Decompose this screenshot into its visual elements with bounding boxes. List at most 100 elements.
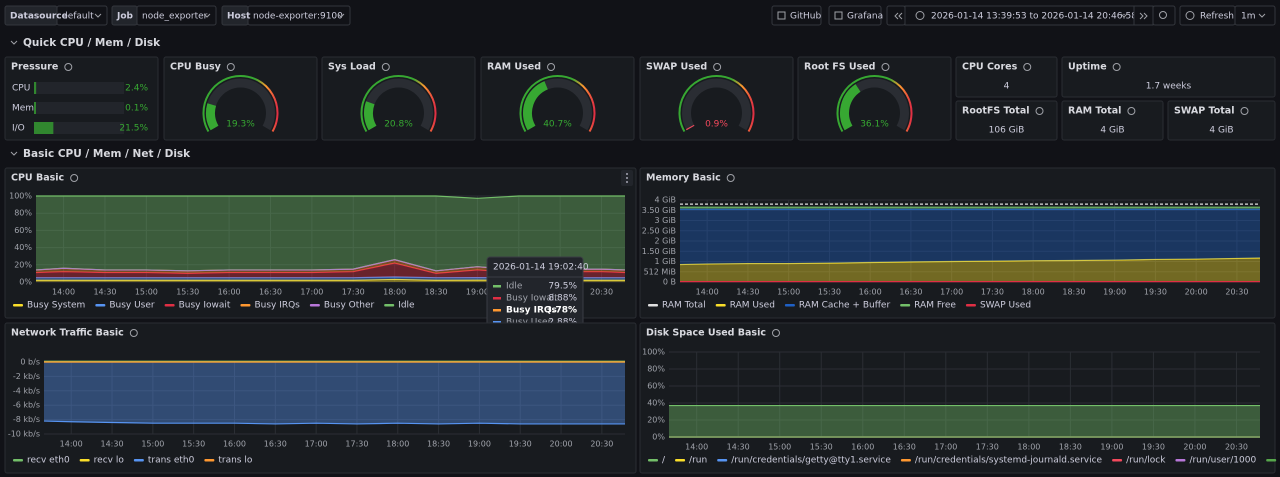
legend-swatch [675, 459, 685, 462]
legend-label[interactable]: /run/credentials/systemd-journald.servic… [915, 456, 1103, 466]
legend-label[interactable]: recv lo [94, 456, 125, 466]
pressure-bar [34, 82, 36, 94]
y-tick-label: 4 GiB [654, 196, 676, 205]
y-tick-label: 40% [647, 399, 665, 408]
panel-title: CPU Basic [11, 173, 64, 184]
panel-title: Sys Load [328, 62, 376, 73]
row-title[interactable]: Basic CPU / Mem / Net / Disk [23, 148, 191, 160]
y-tick-label: 1 GiB [654, 257, 676, 266]
y-tick-label: -2 kb/s [13, 372, 40, 381]
y-tick-label: 512 MiB [644, 267, 676, 276]
x-tick-label: 15:30 [810, 443, 833, 452]
y-tick-label: 80% [647, 365, 665, 374]
y-tick-label: -10 kb/s [8, 430, 40, 439]
legend-label[interactable]: /run/lock [1126, 456, 1166, 466]
y-tick-label: 1.50 GiB [642, 247, 676, 256]
legend-swatch [648, 459, 658, 462]
x-tick-label: 17:00 [934, 443, 957, 452]
legend-label[interactable]: Busy User [109, 301, 155, 311]
row-title[interactable]: Quick CPU / Mem / Disk [23, 37, 161, 49]
y-tick-label: 0 b/s [20, 358, 40, 367]
legend-label[interactable]: RAM Total [662, 301, 706, 311]
pressure-label: I/O [12, 124, 25, 134]
legend-swatch [204, 459, 214, 462]
x-tick-label: 15:30 [182, 440, 205, 449]
y-tick-label: 40% [14, 243, 32, 252]
legend-label[interactable]: trans eth0 [148, 456, 195, 466]
x-tick-label: 17:00 [300, 288, 323, 297]
legend-swatch [310, 304, 320, 307]
pressure-value: 0.1% [125, 104, 148, 114]
legend-swatch [901, 459, 911, 462]
gauge-label: 0.9% [705, 120, 728, 130]
legend-label[interactable]: /run/user/1000 [1189, 456, 1256, 466]
legend-label[interactable]: Busy System [27, 301, 85, 311]
panel-title: SWAP Total [1174, 106, 1234, 117]
refresh-label: Refresh [1200, 12, 1234, 22]
panel-title: Network Traffic Basic [11, 328, 124, 339]
time-range: 2026-01-14 13:39:53 to 2026-01-14 20:46:… [931, 12, 1137, 22]
x-tick-label: 17:00 [305, 440, 328, 449]
time-shift-forward[interactable] [1134, 6, 1153, 25]
panel-title: CPU Busy [170, 62, 222, 73]
variable-value: node_exporter [142, 12, 208, 22]
gauge-label: 19.3% [226, 120, 255, 130]
legend-swatch [80, 459, 90, 462]
gauge-value [368, 103, 372, 128]
gauge-value [211, 105, 215, 128]
gauge-label: 40.7% [543, 120, 572, 130]
y-tick-label: 2.50 GiB [642, 226, 676, 235]
series-area [680, 209, 1260, 264]
variable-label: Datasource [10, 12, 68, 22]
variable-value: node-exporter:9100 [253, 12, 343, 22]
y-tick-label: -6 kb/s [13, 401, 40, 410]
row-chevron[interactable] [11, 41, 17, 44]
tooltip-name: Idle [506, 282, 523, 292]
x-tick-label: 16:30 [893, 443, 916, 452]
x-tick-label: 20:00 [550, 440, 573, 449]
legend-label[interactable]: recv eth0 [27, 456, 70, 466]
legend-label[interactable]: RAM Free [914, 301, 956, 311]
row-chevron[interactable] [11, 152, 17, 155]
legend-label[interactable]: Busy Iowait [179, 301, 231, 311]
zoom-out[interactable] [1153, 6, 1175, 25]
x-tick-label: 20:30 [1225, 443, 1248, 452]
x-tick-label: 14:30 [101, 440, 124, 449]
legend-label[interactable]: Busy IRQs [254, 301, 300, 311]
legend-label[interactable]: /run/credentials/getty@tty1.service [731, 456, 891, 466]
legend-label[interactable]: trans lo [218, 456, 252, 466]
legend-swatch [966, 304, 976, 307]
legend-label[interactable]: Idle [398, 301, 415, 311]
x-tick-label: 15:00 [135, 288, 158, 297]
y-tick-label: 0% [19, 278, 32, 287]
x-tick-label: 15:00 [141, 440, 164, 449]
legend-label[interactable]: RAM Used [730, 301, 775, 311]
panel-title: RAM Used [487, 62, 541, 73]
y-tick-label: -4 kb/s [13, 386, 40, 395]
pressure-bar [34, 102, 36, 114]
pressure-value: 2.4% [125, 84, 148, 94]
x-tick-label: 19:00 [1100, 443, 1123, 452]
y-tick-label: 100% [9, 192, 32, 201]
x-tick-label: 14:30 [93, 288, 116, 297]
panel-title: SWAP Used [646, 62, 707, 73]
legend-label[interactable]: /run [689, 456, 707, 466]
legend-swatch [785, 304, 795, 307]
tooltip-swatch [493, 285, 501, 288]
stat-value: 1.7 weeks [1146, 82, 1192, 92]
y-tick-label: 60% [647, 382, 665, 391]
panel-title: Memory Basic [646, 173, 721, 184]
series-area [669, 406, 1260, 437]
link-label: Grafana [847, 12, 883, 22]
legend-swatch [13, 459, 23, 462]
legend-label[interactable]: RAM Cache + Buffer [799, 301, 891, 311]
legend-swatch [716, 304, 726, 307]
menu-dot [626, 177, 628, 179]
y-tick-label: 3 GiB [654, 216, 676, 225]
legend-label[interactable]: SWAP Used [980, 301, 1031, 311]
legend-label[interactable]: Busy Other [324, 301, 375, 311]
x-tick-label: 20:00 [1183, 443, 1206, 452]
panel-title: Uptime [1068, 62, 1107, 73]
legend-swatch [95, 304, 105, 307]
